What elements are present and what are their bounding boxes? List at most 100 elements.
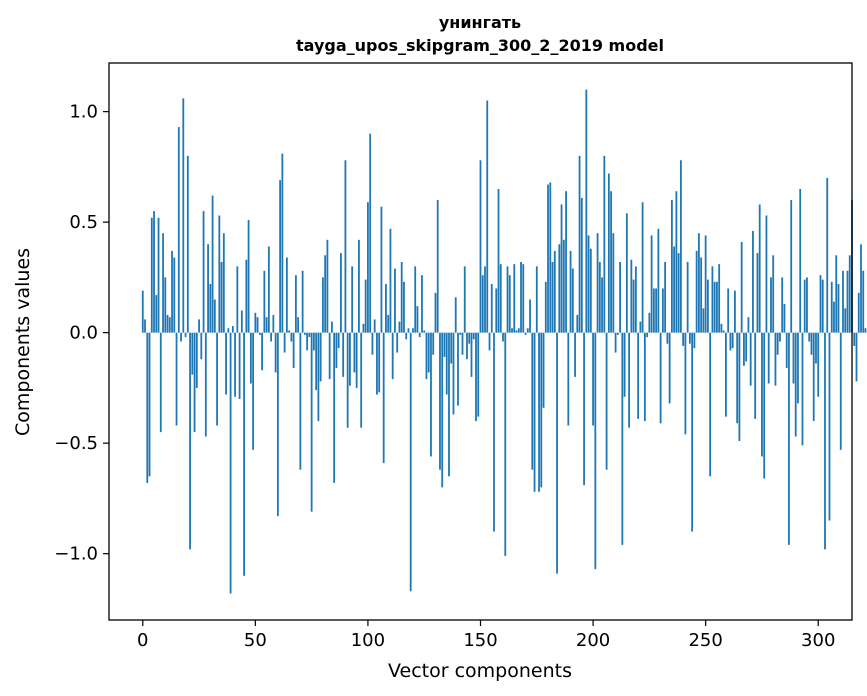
bar [745,332,748,362]
bar [853,332,856,346]
bar [319,332,322,382]
bar [749,332,752,386]
bar [358,239,360,333]
bar [596,233,599,333]
bar [337,332,340,349]
bar [765,215,768,333]
bar [263,270,266,333]
bar [292,332,295,369]
bar [686,261,689,333]
bar [207,244,209,333]
bar [758,204,761,333]
bar [436,200,439,333]
bar [153,211,155,333]
bar [583,332,585,486]
bar [439,332,441,470]
bar [630,259,633,333]
bar [342,332,345,377]
bar [513,264,516,333]
bar [211,195,214,333]
bar [231,326,234,333]
bar [698,233,700,333]
bar [378,332,381,393]
bar [693,332,696,349]
bar [576,314,579,333]
bar [643,332,646,422]
bar [634,266,637,333]
bar [461,332,464,355]
bar [193,332,196,433]
bar [148,332,151,477]
bar [720,323,723,333]
x-tick-label: 200 [576,630,610,651]
bar [774,332,777,386]
bar [427,332,430,373]
bar [171,250,173,333]
bar [747,317,750,333]
bar [817,332,820,397]
bar [709,332,712,477]
bar [601,277,603,333]
bar [808,332,811,342]
bar [837,284,840,333]
bar [763,332,766,479]
bar [508,275,511,333]
bar [511,328,513,333]
bar [835,255,838,333]
bar [707,279,709,333]
bar [657,228,660,333]
bar [463,266,466,333]
bar [279,180,282,333]
bar [150,217,153,333]
bar [815,332,817,364]
bar [587,235,590,333]
bar [369,133,372,333]
bar [459,332,462,335]
bar [317,332,320,422]
bar [475,332,477,422]
bar [661,288,664,333]
bar [806,277,808,333]
bar [598,261,601,333]
y-tick-label: −0.5 [54,433,98,454]
bar [468,332,471,344]
bar [414,266,417,333]
bar [283,332,286,353]
bar [454,297,457,333]
bar [779,332,781,342]
bar [562,239,565,333]
bar [412,328,414,333]
bar [493,332,495,532]
bar [216,332,218,426]
bar [288,330,291,333]
bar [315,332,318,391]
bar [306,332,309,351]
y-tick-label: −1.0 [54,544,98,565]
bar [276,332,279,517]
y-tick-label: 0.0 [69,323,98,344]
y-axis-ticks: −1.0 −0.5 0.0 0.5 1.0 [54,102,109,565]
bar [544,281,547,333]
plot-frame [108,62,853,621]
bar [833,301,835,333]
x-tick-label: 300 [801,630,835,651]
bar [321,277,324,333]
bar [603,155,606,333]
bar [245,259,248,333]
bar [448,332,450,477]
bar [718,264,721,333]
y-tick-label: 1.0 [69,102,98,123]
bar [182,98,185,333]
bar [189,332,191,550]
bar [227,328,230,333]
bar [416,306,419,333]
bar [484,266,486,333]
bar [202,211,205,333]
bar [477,332,480,417]
bar [144,319,146,333]
y-axis-label: Components values [12,248,34,436]
bar [565,191,567,333]
bar [722,330,725,333]
bar [220,261,223,333]
